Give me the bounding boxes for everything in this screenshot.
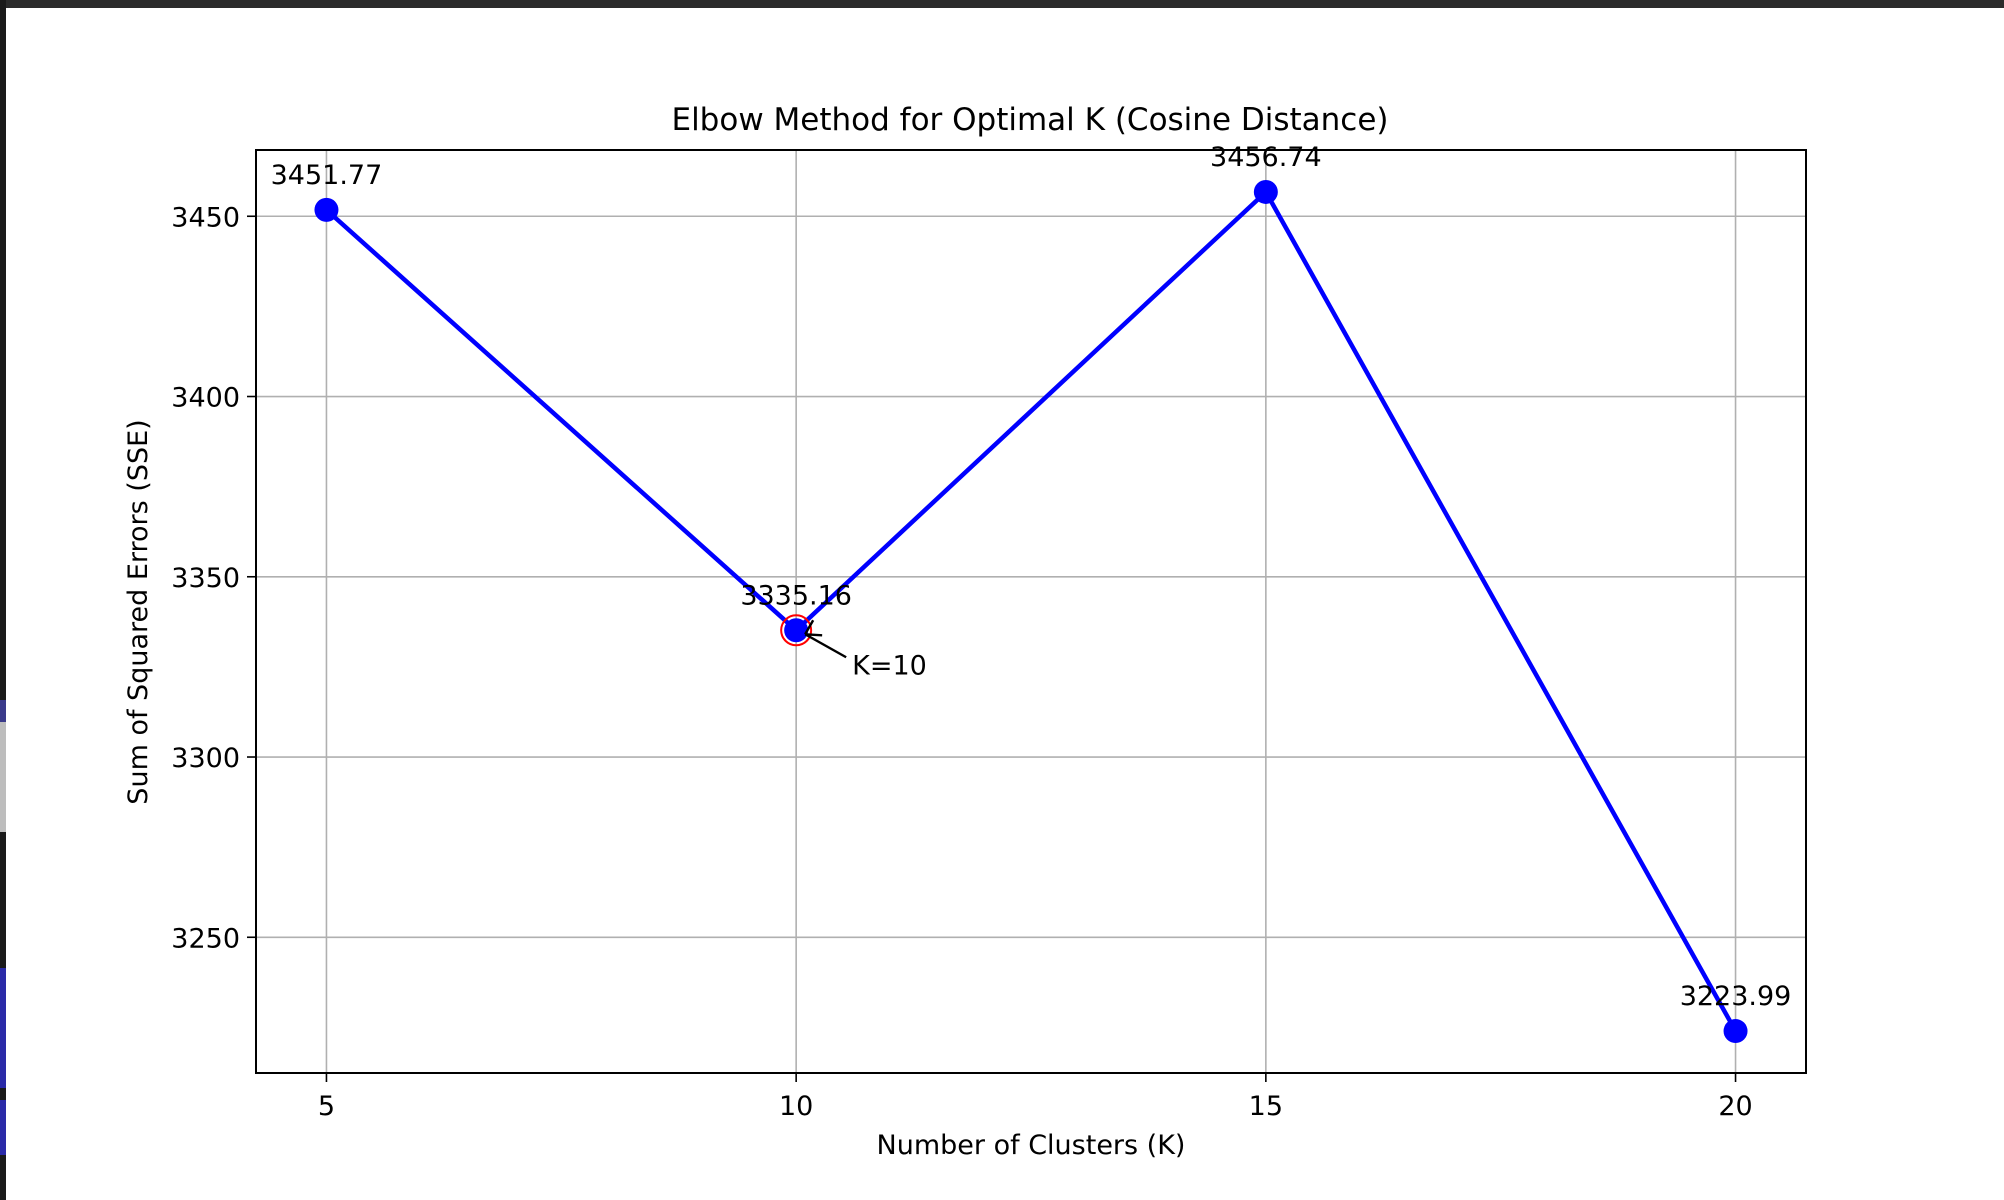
x-tick-label: 5: [318, 1091, 335, 1122]
y-axis-label: Sum of Squared Errors (SSE): [123, 419, 154, 804]
chart-title: Elbow Method for Optimal K (Cosine Dista…: [671, 102, 1388, 138]
x-tick-label: 15: [1249, 1091, 1283, 1122]
y-axis-ticks: 3250 3300 3350 3400 3450: [171, 202, 256, 954]
y-tick-label: 3250: [171, 923, 240, 954]
highlight-ring: [780, 614, 813, 647]
data-point: [314, 197, 339, 222]
x-tick-label: 20: [1718, 1091, 1752, 1122]
left-edge-tab: [0, 1100, 6, 1155]
left-edge-tab: [0, 968, 6, 1088]
series-line: [324, 189, 1738, 1033]
y-tick-label: 3400: [171, 383, 240, 414]
y-tick-label: 3350: [171, 563, 240, 594]
x-tick-label: 10: [779, 1091, 813, 1122]
annotation-arrow-head: [804, 619, 823, 637]
window-top-bar: [0, 0, 2004, 8]
x-axis-ticks: 5 10 15 20: [318, 1073, 1753, 1122]
data-label: 3451.77: [271, 160, 383, 191]
x-axis-label: Number of Clusters (K): [877, 1130, 1186, 1161]
grid-lines: [256, 150, 1806, 1073]
annotation: K=10: [804, 619, 927, 681]
y-tick-label: 3450: [171, 202, 240, 233]
data-label: 3456.74: [1210, 142, 1322, 173]
annotation-arrow-line: [804, 633, 847, 659]
data-point: [784, 618, 809, 643]
left-edge-tab: [0, 722, 6, 832]
data-series: [314, 179, 1748, 1044]
data-label: 3223.99: [1680, 981, 1792, 1012]
data-point: [1723, 1019, 1748, 1044]
data-labels: 3451.77 3335.16 3456.74 3223.99: [271, 142, 1792, 1012]
data-label: 3335.16: [740, 580, 852, 611]
window-left-edge: [0, 0, 6, 1200]
y-tick-label: 3300: [171, 743, 240, 774]
data-point: [1253, 179, 1278, 204]
annotation-label: K=10: [852, 650, 927, 681]
plot-frame: [255, 149, 1807, 1074]
